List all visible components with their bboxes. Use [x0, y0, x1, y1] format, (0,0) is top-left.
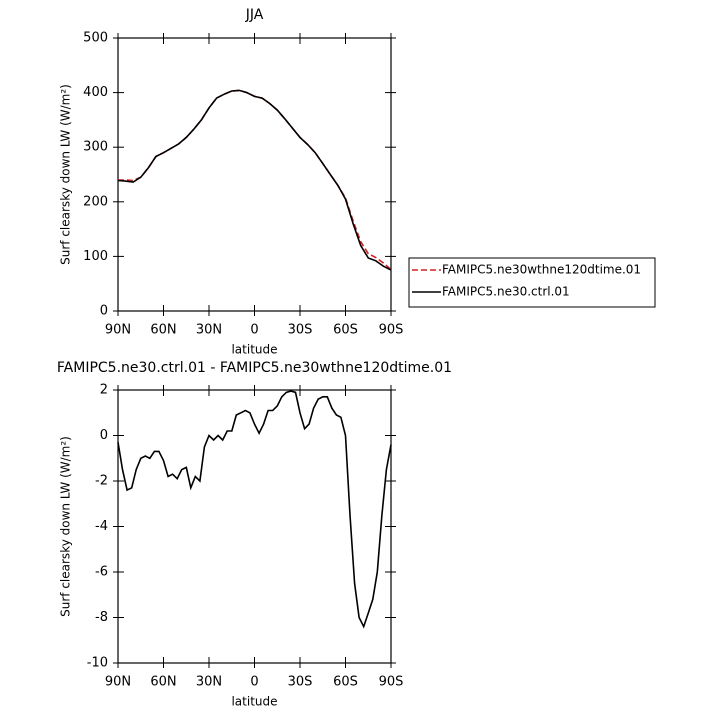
y-tick-label: -8 [95, 610, 108, 625]
chart-title: JJA [245, 7, 264, 23]
x-tick-label: 60S [333, 323, 358, 338]
x-axis-label: latitude [231, 695, 277, 709]
x-tick-label: 90S [379, 675, 404, 690]
y-tick-label: -6 [95, 565, 108, 580]
legend-box [408, 257, 656, 308]
y-tick-label: -4 [95, 519, 108, 534]
legend-label: FAMIPC5.ne30.ctrl.01 [442, 285, 570, 299]
y-tick-label: 2 [100, 383, 108, 398]
x-tick-label: 0 [250, 323, 258, 338]
x-tick-label: 90S [379, 323, 404, 338]
data-line [117, 89, 392, 271]
x-tick-label: 30N [196, 323, 222, 338]
y-tick-label: 0 [100, 304, 108, 319]
y-tick-label: 0 [100, 428, 108, 443]
x-axis-label: latitude [231, 343, 277, 357]
x-tick-label: 60N [150, 675, 176, 690]
y-axis-label: Surf clearsky down LW (W/m²) [59, 436, 73, 617]
x-tick-label: 30N [196, 675, 222, 690]
x-tick-label: 0 [250, 675, 258, 690]
chart-title: FAMIPC5.ne30.ctrl.01 - FAMIPC5.ne30wthne… [57, 360, 452, 376]
y-axis-label: Surf clearsky down LW (W/m²) [59, 84, 73, 265]
y-tick-label: 200 [83, 194, 108, 209]
x-tick-label: 60N [150, 323, 176, 338]
y-tick-label: 500 [83, 31, 108, 46]
data-line [117, 390, 392, 629]
y-tick-label: 300 [83, 140, 108, 155]
x-tick-label: 90N [105, 675, 131, 690]
plot-frame [117, 389, 392, 664]
y-tick-label: -10 [87, 656, 108, 671]
legend-label: FAMIPC5.ne30wthne120dtime.01 [442, 263, 641, 277]
x-tick-label: 60S [333, 675, 358, 690]
x-tick-label: 30S [288, 323, 313, 338]
y-tick-label: -2 [95, 474, 108, 489]
plot-frame [117, 37, 392, 312]
x-tick-label: 90N [105, 323, 131, 338]
y-tick-label: 100 [83, 249, 108, 264]
x-tick-label: 30S [288, 675, 313, 690]
data-line [118, 89, 392, 271]
y-tick-label: 400 [83, 85, 108, 100]
